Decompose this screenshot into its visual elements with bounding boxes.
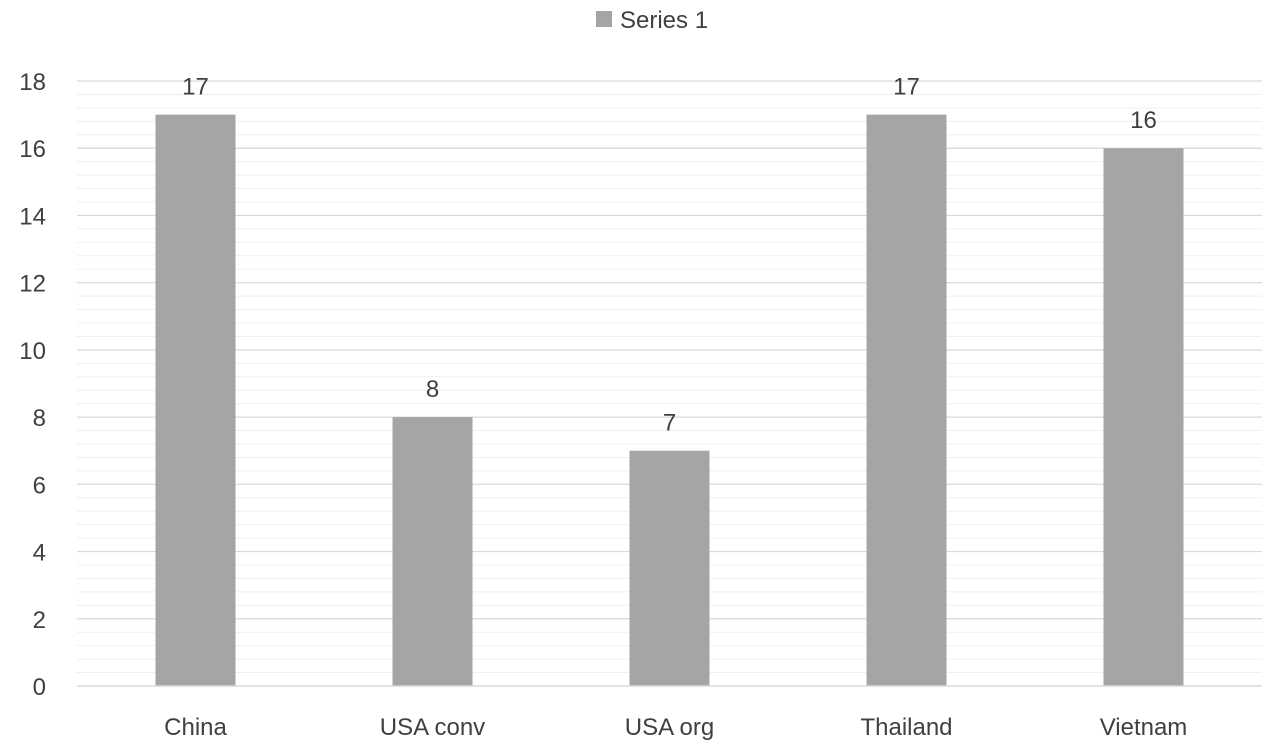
bar-usa-org	[629, 450, 710, 686]
x-category-label: China	[164, 714, 227, 741]
bar-thailand	[866, 114, 947, 687]
legend-swatch-series-1	[596, 11, 612, 27]
x-category-label: USA conv	[380, 714, 485, 741]
data-label: 17	[893, 74, 920, 101]
bar-vietnam	[1103, 148, 1184, 686]
bar-series	[155, 114, 1184, 687]
y-tick-label: 2	[33, 607, 46, 634]
y-tick-label: 4	[33, 540, 46, 567]
y-tick-label: 14	[19, 203, 46, 230]
data-label: 7	[663, 410, 676, 437]
legend: Series 1	[596, 7, 708, 34]
x-category-label: Thailand	[860, 714, 952, 741]
data-label: 17	[182, 74, 209, 101]
y-tick-label: 16	[19, 136, 46, 163]
y-tick-label: 0	[33, 674, 46, 701]
data-label: 16	[1130, 107, 1157, 134]
y-tick-label: 8	[33, 405, 46, 432]
bar-usa-conv	[392, 417, 473, 686]
legend-label-series-1: Series 1	[620, 7, 708, 34]
x-axis-category-labels: China USA conv USA org Thailand Vietnam	[164, 714, 1187, 741]
y-tick-label: 6	[33, 472, 46, 499]
y-tick-label: 12	[19, 271, 46, 298]
data-labels: 17 8 7 17 16	[182, 74, 1157, 437]
x-category-label: Vietnam	[1100, 714, 1188, 741]
y-tick-label: 18	[19, 69, 46, 96]
bar-china	[155, 114, 236, 687]
x-category-label: USA org	[625, 714, 714, 741]
data-label: 8	[426, 376, 439, 403]
y-axis-tick-labels: 0 2 4 6 8 10 12 14 16 18	[19, 69, 46, 701]
y-tick-label: 10	[19, 338, 46, 365]
